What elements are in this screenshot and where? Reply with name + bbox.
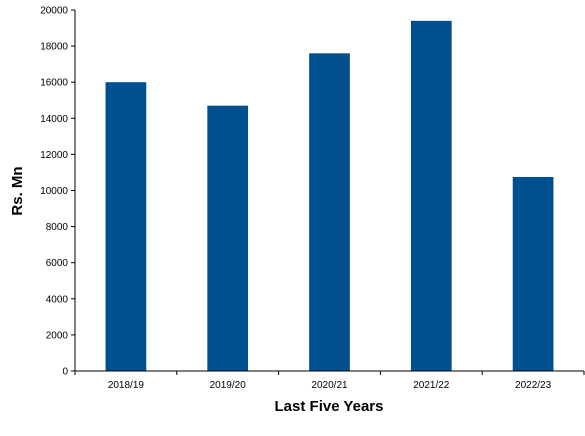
y-tick-label: 4000 — [46, 294, 69, 305]
x-axis-title: Last Five Years — [275, 398, 384, 415]
y-tick-label: 14000 — [40, 114, 68, 125]
y-tick-label: 20000 — [40, 6, 68, 17]
x-tick-label: 2018/19 — [108, 380, 145, 391]
y-axis-title: Rs. Mn — [9, 166, 26, 215]
y-tick-label: 0 — [62, 367, 68, 378]
y-tick-label: 2000 — [46, 330, 69, 341]
bar-2019-20 — [207, 105, 249, 371]
y-axis-ticks: 0 2000 4000 6000 8000 10000 12000 14000 16000 180… — [40, 6, 75, 378]
y-tick-label: 8000 — [46, 222, 69, 233]
bar-2021-22 — [410, 20, 452, 372]
bar-2020-21 — [309, 53, 350, 371]
x-tick-label: 2020/21 — [311, 380, 348, 391]
x-tick-label: 2019/20 — [210, 380, 247, 391]
y-tick-label: 12000 — [40, 150, 68, 161]
x-tick-label: 2022/23 — [515, 380, 552, 391]
x-tick-label: 2021/22 — [413, 380, 450, 391]
y-tick-label: 6000 — [46, 258, 69, 269]
bar-2022-23 — [512, 176, 554, 371]
y-tick-label: 18000 — [40, 42, 68, 53]
x-axis-ticks: 2018/19 2019/20 2020/21 2021/22 2022/23 — [74, 371, 585, 391]
y-tick-label: 16000 — [40, 78, 68, 89]
bars-group — [105, 20, 554, 372]
bar-2018-19 — [105, 82, 147, 371]
y-tick-label: 10000 — [40, 186, 68, 197]
